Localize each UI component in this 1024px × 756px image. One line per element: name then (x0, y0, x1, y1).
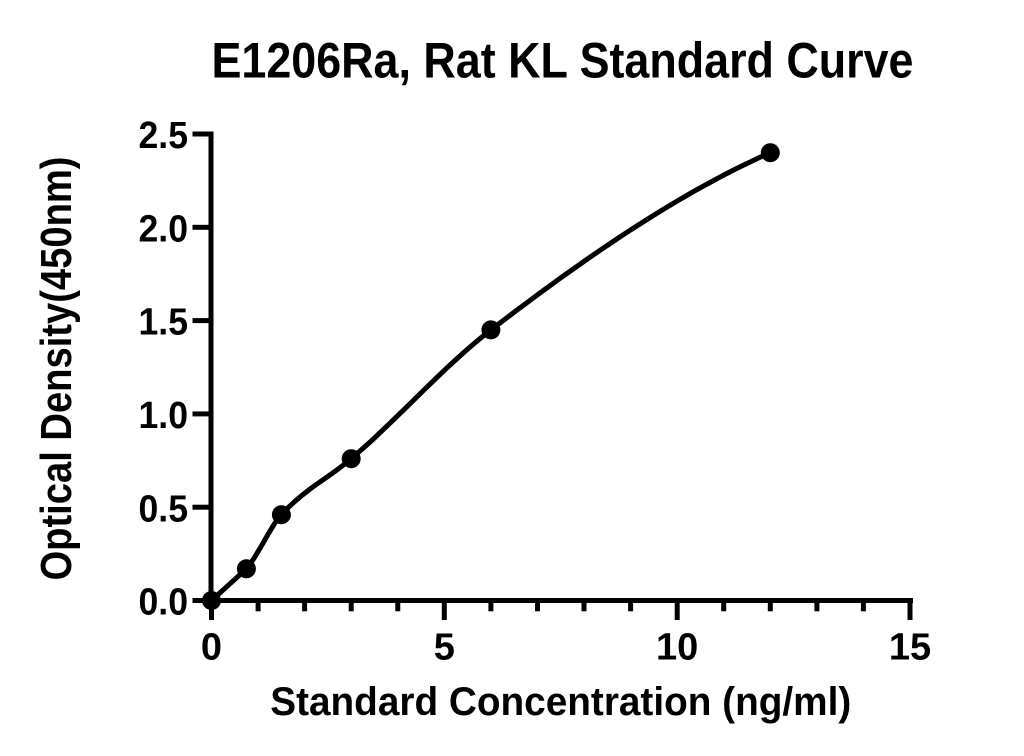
svg-text:Standard Concentration (ng/ml): Standard Concentration (ng/ml) (270, 680, 851, 724)
svg-text:0.5: 0.5 (139, 488, 189, 530)
svg-text:2.0: 2.0 (139, 208, 189, 250)
svg-text:0: 0 (201, 626, 222, 668)
svg-text:0.0: 0.0 (139, 582, 189, 624)
svg-text:Optical Density(450nm): Optical Density(450nm) (32, 157, 81, 581)
svg-text:5: 5 (434, 626, 455, 668)
svg-text:1.5: 1.5 (139, 302, 189, 344)
svg-text:1.0: 1.0 (139, 395, 189, 437)
svg-text:15: 15 (889, 626, 931, 668)
svg-text:10: 10 (656, 626, 698, 668)
svg-text:2.5: 2.5 (139, 115, 189, 157)
svg-text:E1206Ra, Rat KL Standard Curve: E1206Ra, Rat KL Standard Curve (212, 32, 914, 88)
